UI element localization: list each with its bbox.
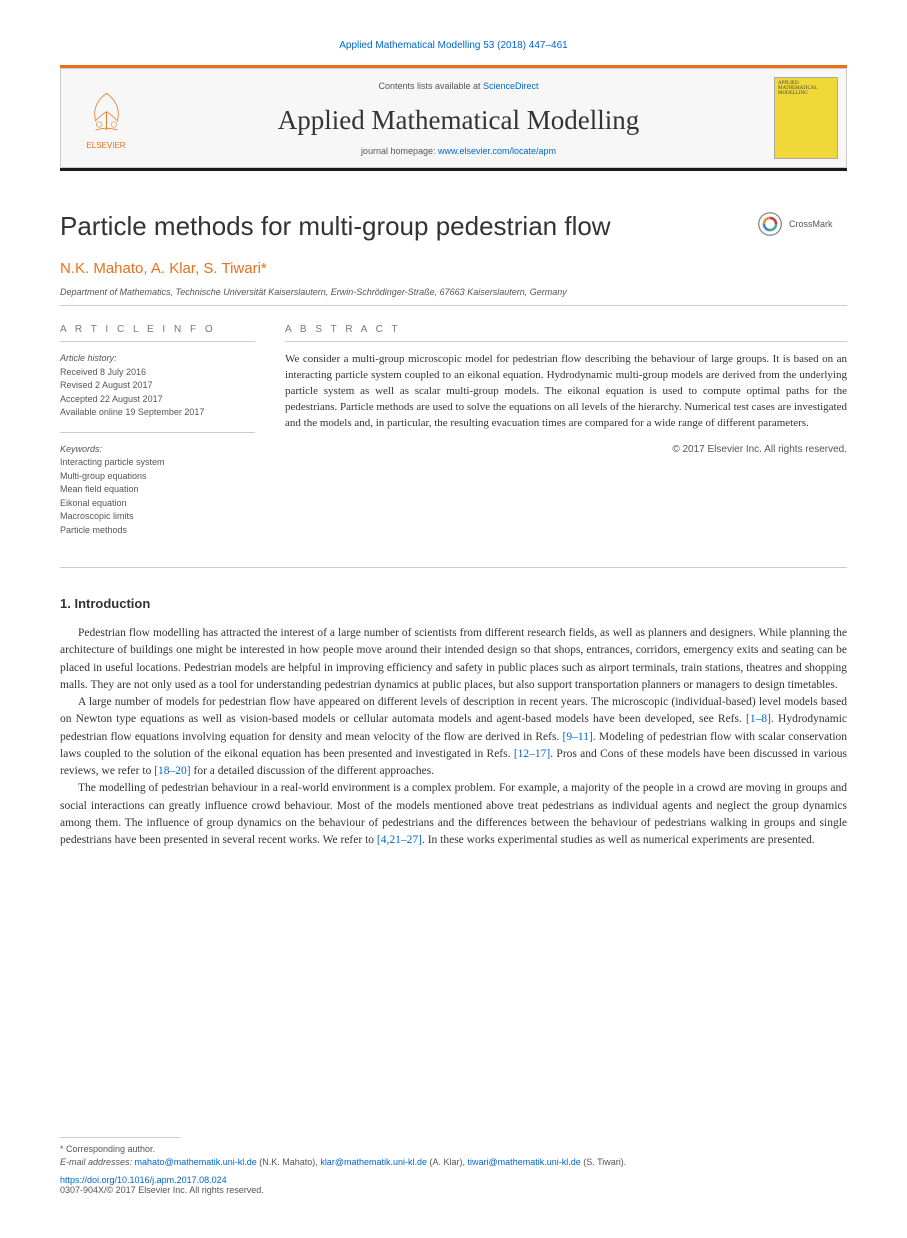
sciencedirect-link[interactable]: ScienceDirect	[483, 81, 539, 91]
ref-link[interactable]: [12–17]	[514, 748, 550, 760]
authors: N.K. Mahato, A. Klar, S. Tiwari*	[60, 260, 847, 277]
section-1-title: 1. Introduction	[60, 596, 847, 611]
article-title: Particle methods for multi-group pedestr…	[60, 211, 757, 242]
ref-link[interactable]: [18–20]	[154, 765, 190, 777]
crossmark-label: CrossMark	[789, 219, 833, 229]
journal-title: Applied Mathematical Modelling	[161, 105, 756, 136]
author-names: N.K. Mahato, A. Klar, S. Tiwari	[60, 260, 261, 277]
abstract-text: We consider a multi-group microscopic mo…	[285, 352, 847, 432]
elsevier-logo: ELSEVIER	[61, 69, 151, 167]
keyword: Macroscopic limits	[60, 510, 255, 524]
intro-para-1: Pedestrian flow modelling has attracted …	[60, 625, 847, 694]
doi-link[interactable]: https://doi.org/10.1016/j.apm.2017.08.02…	[60, 1175, 847, 1185]
contents-prefix: Contents lists available at	[378, 81, 483, 91]
ref-link[interactable]: [4,21–27]	[377, 834, 422, 846]
affiliation: Department of Mathematics, Technische Un…	[60, 287, 847, 297]
homepage-prefix: journal homepage:	[361, 146, 438, 156]
email-link[interactable]: tiwari@mathematik.uni-kl.de	[468, 1157, 581, 1167]
keywords-label: Keywords:	[60, 443, 255, 457]
crossmark-icon	[757, 211, 783, 237]
intro-para-2: A large number of models for pedestrian …	[60, 694, 847, 780]
article-info-heading: A R T I C L E I N F O	[60, 324, 255, 342]
cover-thumbnail: APPLIED MATHEMATICAL MODELLING	[766, 69, 846, 167]
email-name: (S. Tiwari)	[583, 1157, 624, 1167]
contents-line: Contents lists available at ScienceDirec…	[161, 81, 756, 91]
para2-text-a: A large number of models for pedestrian …	[60, 696, 847, 725]
ref-link[interactable]: [1–8]	[746, 713, 771, 725]
homepage-line: journal homepage: www.elsevier.com/locat…	[161, 146, 756, 156]
keyword: Mean field equation	[60, 483, 255, 497]
divider-rule-2	[60, 567, 847, 568]
email-link[interactable]: klar@mathematik.uni-kl.de	[320, 1157, 427, 1167]
email-link[interactable]: mahato@mathematik.uni-kl.de	[135, 1157, 257, 1167]
corresponding-note: * Corresponding author.	[60, 1144, 847, 1154]
keyword: Particle methods	[60, 524, 255, 538]
article-info: A R T I C L E I N F O Article history: R…	[60, 324, 255, 549]
corresponding-star: *	[261, 260, 267, 277]
abstract-heading: A B S T R A C T	[285, 324, 847, 342]
elsevier-tree-icon	[79, 86, 134, 141]
online-date: Available online 19 September 2017	[60, 406, 255, 420]
elsevier-label: ELSEVIER	[86, 141, 125, 150]
info-abstract-row: A R T I C L E I N F O Article history: R…	[60, 324, 847, 549]
page-footer: * Corresponding author. E-mail addresses…	[60, 1137, 847, 1198]
keyword: Interacting particle system	[60, 456, 255, 470]
para2-text-e: for a detailed discussion of the differe…	[191, 765, 434, 777]
email-line: E-mail addresses: mahato@mathematik.uni-…	[60, 1157, 847, 1167]
header-center: Contents lists available at ScienceDirec…	[151, 69, 766, 167]
keywords-block: Keywords: Interacting particle system Mu…	[60, 443, 255, 538]
keyword: Multi-group equations	[60, 470, 255, 484]
email-label: E-mail addresses:	[60, 1157, 132, 1167]
bottom-black-rule	[60, 168, 847, 171]
homepage-link[interactable]: www.elsevier.com/locate/apm	[438, 146, 556, 156]
intro-para-3: The modelling of pedestrian behaviour in…	[60, 780, 847, 849]
footer-rule	[60, 1137, 180, 1138]
revised-date: Revised 2 August 2017	[60, 379, 255, 393]
ref-link[interactable]: [9–11]	[563, 731, 593, 743]
journal-reference: Applied Mathematical Modelling 53 (2018)…	[60, 40, 847, 51]
article-history: Article history: Received 8 July 2016 Re…	[60, 352, 255, 420]
keyword: Eikonal equation	[60, 497, 255, 511]
email-name: (A. Klar)	[430, 1157, 463, 1167]
divider-rule	[60, 305, 847, 306]
abstract: A B S T R A C T We consider a multi-grou…	[285, 324, 847, 549]
introduction-body: Pedestrian flow modelling has attracted …	[60, 625, 847, 849]
received-date: Received 8 July 2016	[60, 366, 255, 380]
journal-header: ELSEVIER Contents lists available at Sci…	[60, 68, 847, 168]
crossmark-badge[interactable]: CrossMark	[757, 211, 847, 237]
accepted-date: Accepted 22 August 2017	[60, 393, 255, 407]
issn-copyright: 0307-904X/© 2017 Elsevier Inc. All right…	[60, 1185, 847, 1195]
info-divider	[60, 432, 255, 433]
abstract-copyright: © 2017 Elsevier Inc. All rights reserved…	[285, 444, 847, 455]
title-row: Particle methods for multi-group pedestr…	[60, 211, 847, 242]
cover-image: APPLIED MATHEMATICAL MODELLING	[774, 77, 838, 159]
history-label: Article history:	[60, 352, 255, 366]
email-name: (N.K. Mahato)	[259, 1157, 315, 1167]
para3-text-b: . In these works experimental studies as…	[422, 834, 815, 846]
